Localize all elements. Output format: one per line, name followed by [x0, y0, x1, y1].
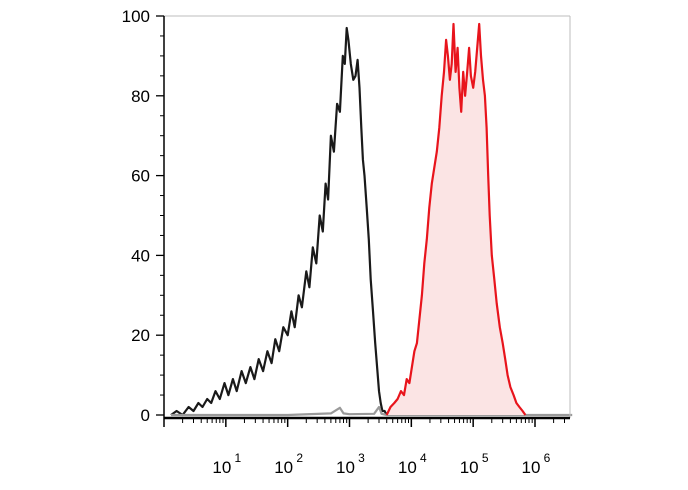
x-tick-label: 10 — [274, 458, 293, 477]
x-tick-label: 10 — [336, 458, 355, 477]
x-tick-label: 10 — [522, 458, 541, 477]
y-tick-label: 0 — [141, 406, 150, 425]
series-0-line — [170, 26, 388, 417]
x-tick-exponent: 6 — [544, 451, 551, 465]
series-layer — [170, 22, 573, 417]
x-tick-label: 10 — [398, 458, 417, 477]
axes — [156, 15, 571, 427]
y-tick-label: 60 — [131, 167, 150, 186]
x-tick-exponent: 4 — [420, 451, 427, 465]
x-tick-label: 10 — [212, 458, 231, 477]
y-tick-label: 20 — [131, 326, 150, 345]
x-tick-exponent: 1 — [234, 451, 241, 465]
series-2-fill — [386, 24, 526, 415]
y-tick-label: 100 — [122, 7, 150, 26]
series-2-line — [385, 22, 527, 416]
x-tick-label: 10 — [460, 458, 479, 477]
y-tick-label: 80 — [131, 87, 150, 106]
y-tick-label: 40 — [131, 246, 150, 265]
x-tick-exponent: 3 — [358, 451, 365, 465]
x-tick-exponent: 2 — [296, 451, 303, 465]
x-tick-exponent: 5 — [482, 451, 489, 465]
